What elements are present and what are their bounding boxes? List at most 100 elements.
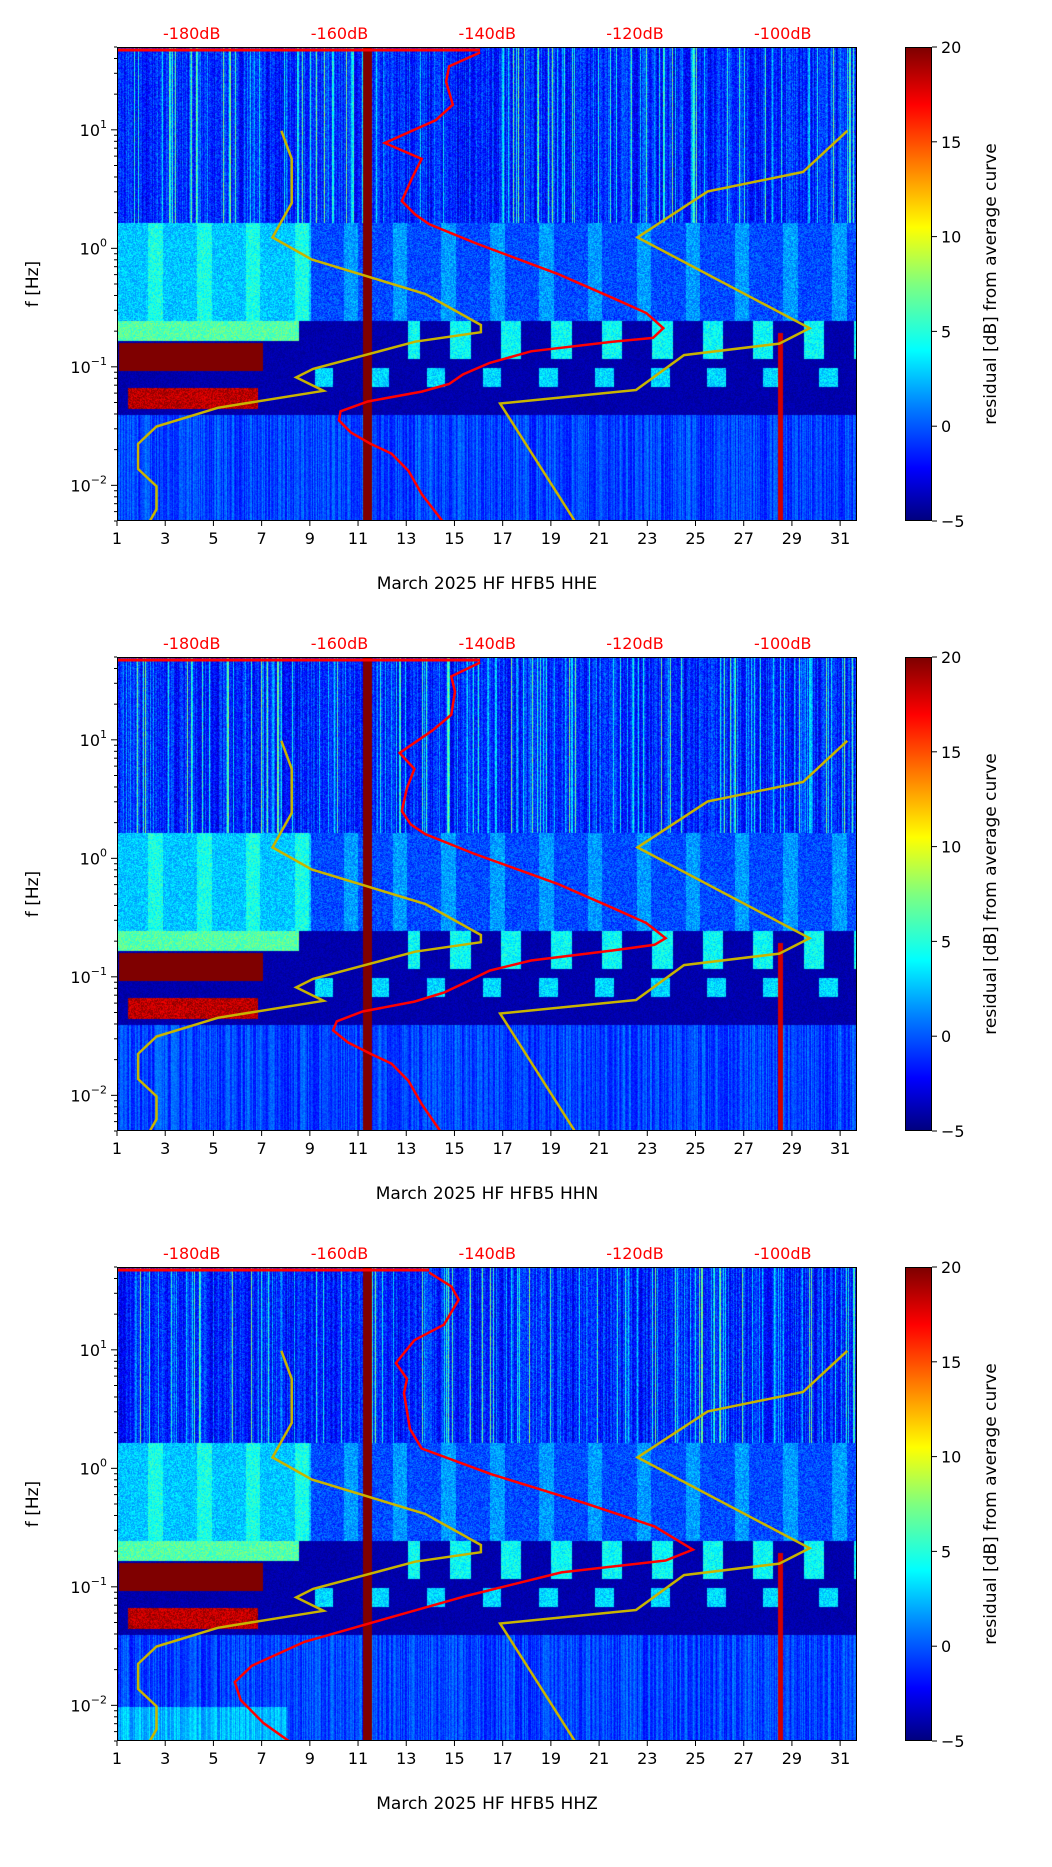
- spectrogram-heatmap: [118, 48, 856, 520]
- x-tick-label: 21: [589, 1749, 609, 1768]
- x-tick-label: 5: [208, 529, 218, 548]
- x-tick-label: 13: [396, 529, 416, 548]
- x-tick-label: 11: [348, 1139, 368, 1158]
- colorbar-tick-label: 20: [941, 38, 961, 57]
- spectrogram-axes: [117, 657, 857, 1131]
- x-tick-label: 27: [734, 529, 754, 548]
- colorbar-tick-label: 15: [941, 1353, 961, 1372]
- colorbar-tick-label: 15: [941, 743, 961, 762]
- colorbar-tick-label: 0: [941, 417, 951, 436]
- x-tick-label: 29: [782, 1749, 802, 1768]
- top-db-tick-label: -100dB: [754, 24, 811, 43]
- colorbar-tick-label: 5: [941, 322, 951, 341]
- x-tick-label: 19: [541, 529, 561, 548]
- spectrogram-axes: [117, 1267, 857, 1741]
- colorbar-tick-label: −5: [941, 1732, 965, 1751]
- y-axis-label: f [Hz]: [23, 1480, 43, 1528]
- x-tick-label: 31: [830, 1139, 850, 1158]
- colorbar-label: residual [dB] from average curve: [981, 753, 1001, 1035]
- top-db-tick-label: -180dB: [163, 24, 220, 43]
- x-tick-label: 3: [160, 529, 170, 548]
- y-tick-label: 10−1: [70, 965, 107, 987]
- x-tick-label: 21: [589, 1139, 609, 1158]
- high-noise-model-line: [497, 1349, 849, 1740]
- colorbar: [905, 1267, 932, 1741]
- colorbar-label: residual [dB] from average curve: [981, 1363, 1001, 1645]
- top-db-tick-label: -160dB: [311, 24, 368, 43]
- x-tick-label: 29: [782, 1139, 802, 1158]
- y-tick-label: 10−1: [70, 1575, 107, 1597]
- x-axis-label: March 2025 HF HFB5 HHZ: [376, 1794, 598, 1814]
- x-tick-label: 13: [396, 1139, 416, 1158]
- x-tick-label: 17: [492, 529, 512, 548]
- x-tick-label: 27: [734, 1139, 754, 1158]
- curve-layer: [118, 1268, 849, 1740]
- y-tick-label: 10−1: [70, 355, 107, 377]
- x-tick-label: 9: [305, 529, 315, 548]
- colorbar-tick-label: −5: [941, 1122, 965, 1141]
- colorbar-tick-label: 10: [941, 1448, 961, 1467]
- x-axis-label: March 2025 HF HFB5 HHN: [375, 1184, 599, 1204]
- x-tick-label: 15: [444, 1749, 464, 1768]
- curve-layer: [118, 48, 849, 520]
- top-db-tick-label: -140dB: [459, 24, 516, 43]
- x-tick-label: 3: [160, 1139, 170, 1158]
- x-tick-label: 7: [257, 1139, 267, 1158]
- panel-hhn: 1 3 5 7 9 11 13 15 17 19 21 23 25 27 29 31 10−2 10−1 100 10…: [0, 634, 1052, 1257]
- x-tick-label: 27: [734, 1749, 754, 1768]
- x-tick-label: 21: [589, 529, 609, 548]
- high-noise-model-line: [497, 739, 849, 1130]
- x-tick-label: 23: [637, 1139, 657, 1158]
- x-tick-label: 15: [444, 1139, 464, 1158]
- x-tick-label: 5: [208, 1139, 218, 1158]
- top-db-tick-label: -120dB: [606, 24, 663, 43]
- colorbar-tick-label: 5: [941, 1542, 951, 1561]
- spectrogram-heatmap: [118, 1268, 856, 1740]
- x-tick-label: 11: [348, 1749, 368, 1768]
- x-tick-label: 7: [257, 529, 267, 548]
- x-tick-label: 29: [782, 529, 802, 548]
- x-tick-label: 17: [492, 1139, 512, 1158]
- y-axis-label: f [Hz]: [23, 870, 43, 918]
- low-noise-model-line: [136, 130, 483, 520]
- colorbar-tick-label: −5: [941, 512, 965, 531]
- colorbar-tick-label: 10: [941, 228, 961, 247]
- x-tick-label: 1: [112, 529, 122, 548]
- x-tick-label: 7: [257, 1749, 267, 1768]
- high-noise-model-line: [497, 129, 849, 520]
- x-axis-label: March 2025 HF HFB5 HHE: [376, 574, 598, 594]
- colorbar-tick-label: 5: [941, 932, 951, 951]
- x-tick-label: 25: [685, 529, 705, 548]
- x-tick-label: 31: [830, 529, 850, 548]
- low-noise-model-line: [136, 740, 483, 1130]
- x-tick-label: 23: [637, 529, 657, 548]
- y-tick-label: 100: [80, 236, 107, 258]
- y-tick-label: 101: [80, 1338, 107, 1360]
- x-tick-label: 1: [112, 1139, 122, 1158]
- x-tick-label: 3: [160, 1749, 170, 1768]
- y-tick-label: 10−2: [70, 1083, 107, 1105]
- colorbar-label: residual [dB] from average curve: [981, 143, 1001, 425]
- panel-hhe: 1 3 5 7 9 11 13 15 17 19 21 23 25 27 29 31 10−2 10−1 100 10…: [0, 24, 1052, 647]
- x-tick-label: 19: [541, 1139, 561, 1158]
- y-tick-label: 101: [80, 118, 107, 140]
- colorbar-tick-label: 0: [941, 1027, 951, 1046]
- colorbar: [905, 47, 932, 521]
- x-tick-label: 19: [541, 1749, 561, 1768]
- x-tick-label: 13: [396, 1749, 416, 1768]
- median-psd-line: [233, 1271, 696, 1740]
- x-tick-label: 25: [685, 1139, 705, 1158]
- y-tick-label: 100: [80, 846, 107, 868]
- median-psd-line: [337, 51, 666, 520]
- colorbar: [905, 657, 932, 1131]
- median-psd-line: [331, 661, 668, 1130]
- colorbar-tick-label: 10: [941, 838, 961, 857]
- x-tick-label: 23: [637, 1749, 657, 1768]
- colorbar-tick-label: 0: [941, 1637, 951, 1656]
- y-tick-label: 100: [80, 1456, 107, 1478]
- x-tick-label: 25: [685, 1749, 705, 1768]
- y-tick-label: 10−2: [70, 473, 107, 495]
- spectrogram-axes: [117, 47, 857, 521]
- x-tick-label: 31: [830, 1749, 850, 1768]
- x-tick-label: 9: [305, 1749, 315, 1768]
